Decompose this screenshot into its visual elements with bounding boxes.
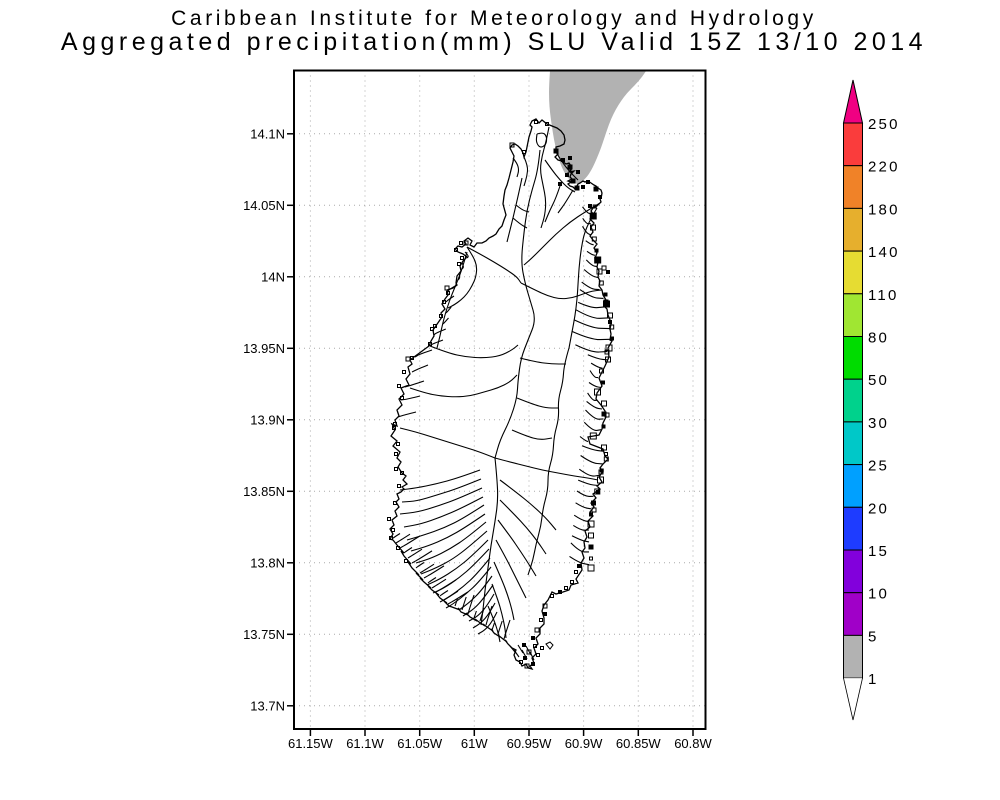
svg-text:180: 180: [868, 201, 900, 218]
svg-text:13.85N: 13.85N: [243, 484, 285, 499]
svg-text:220: 220: [868, 159, 900, 176]
svg-text:61.15W: 61.15W: [288, 736, 334, 751]
svg-text:61W: 61W: [461, 736, 488, 751]
svg-text:1: 1: [868, 671, 879, 688]
svg-text:60.9W: 60.9W: [565, 736, 603, 751]
svg-text:30: 30: [868, 415, 889, 432]
svg-text:250: 250: [868, 116, 900, 133]
svg-text:20: 20: [868, 500, 889, 517]
svg-text:14.1N: 14.1N: [250, 126, 285, 141]
svg-text:50: 50: [868, 372, 889, 389]
svg-text:60.85W: 60.85W: [616, 736, 662, 751]
svg-text:61.05W: 61.05W: [397, 736, 443, 751]
svg-text:13.95N: 13.95N: [243, 341, 285, 356]
svg-text:15: 15: [868, 543, 889, 560]
svg-text:60.95W: 60.95W: [507, 736, 553, 751]
svg-text:10: 10: [868, 586, 889, 603]
svg-text:13.9N: 13.9N: [250, 412, 285, 427]
svg-text:61.1W: 61.1W: [346, 736, 384, 751]
svg-text:14.05N: 14.05N: [243, 198, 285, 213]
svg-text:140: 140: [868, 244, 900, 261]
svg-text:60.8W: 60.8W: [674, 736, 712, 751]
svg-text:110: 110: [868, 287, 899, 304]
svg-text:13.7N: 13.7N: [250, 698, 285, 713]
svg-text:5: 5: [868, 628, 879, 645]
svg-text:13.8N: 13.8N: [250, 555, 285, 570]
svg-text:14N: 14N: [261, 269, 285, 284]
svg-text:25: 25: [868, 458, 889, 475]
svg-text:Aggregated precipitation(mm) S: Aggregated precipitation(mm) SLU Valid 1…: [61, 28, 927, 56]
svg-text:Caribbean Institute for Meteor: Caribbean Institute for Meteorology and …: [171, 7, 817, 30]
svg-text:80: 80: [868, 330, 889, 347]
svg-text:13.75N: 13.75N: [243, 627, 285, 642]
